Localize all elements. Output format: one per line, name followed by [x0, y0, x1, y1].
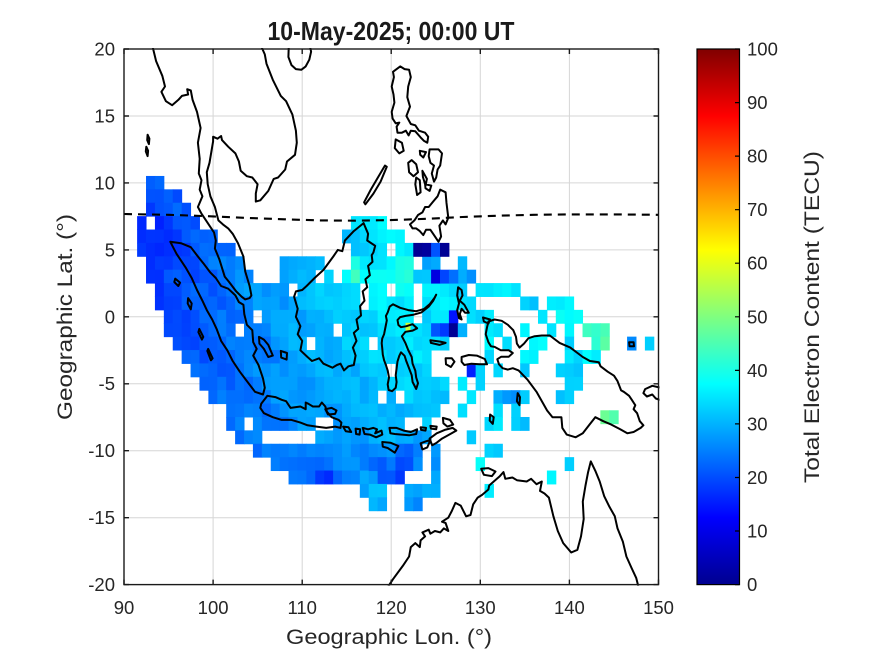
svg-text:80: 80	[747, 146, 768, 167]
svg-text:10: 10	[94, 172, 115, 193]
svg-text:70: 70	[747, 199, 768, 220]
svg-text:110: 110	[287, 597, 317, 618]
svg-text:-5: -5	[99, 373, 115, 394]
svg-text:40: 40	[747, 360, 768, 381]
svg-text:10-May-2025; 00:00 UT: 10-May-2025; 00:00 UT	[268, 16, 515, 46]
svg-text:50: 50	[747, 306, 768, 327]
svg-text:-20: -20	[88, 574, 115, 595]
svg-text:30: 30	[747, 413, 768, 434]
svg-text:100: 100	[747, 39, 778, 60]
svg-text:Geographic Lat. (°): Geographic Lat. (°)	[53, 214, 77, 420]
svg-text:120: 120	[376, 597, 407, 618]
svg-text:60: 60	[747, 253, 768, 274]
svg-text:10: 10	[747, 521, 768, 542]
svg-text:130: 130	[465, 597, 496, 618]
svg-text:-15: -15	[88, 507, 115, 528]
svg-text:90: 90	[747, 92, 768, 113]
svg-text:140: 140	[554, 597, 585, 618]
svg-text:-10: -10	[88, 440, 115, 461]
svg-text:5: 5	[105, 239, 115, 260]
svg-text:90: 90	[114, 597, 135, 618]
svg-text:20: 20	[94, 39, 115, 60]
svg-text:15: 15	[94, 106, 115, 127]
svg-text:0: 0	[105, 306, 115, 327]
svg-text:100: 100	[198, 597, 229, 618]
svg-text:150: 150	[643, 597, 674, 618]
svg-text:Total Electron Content (TECU): Total Electron Content (TECU)	[800, 151, 824, 483]
svg-text:0: 0	[747, 574, 757, 595]
svg-text:Geographic Lon. (°): Geographic Lon. (°)	[286, 625, 492, 649]
svg-text:20: 20	[747, 467, 768, 488]
